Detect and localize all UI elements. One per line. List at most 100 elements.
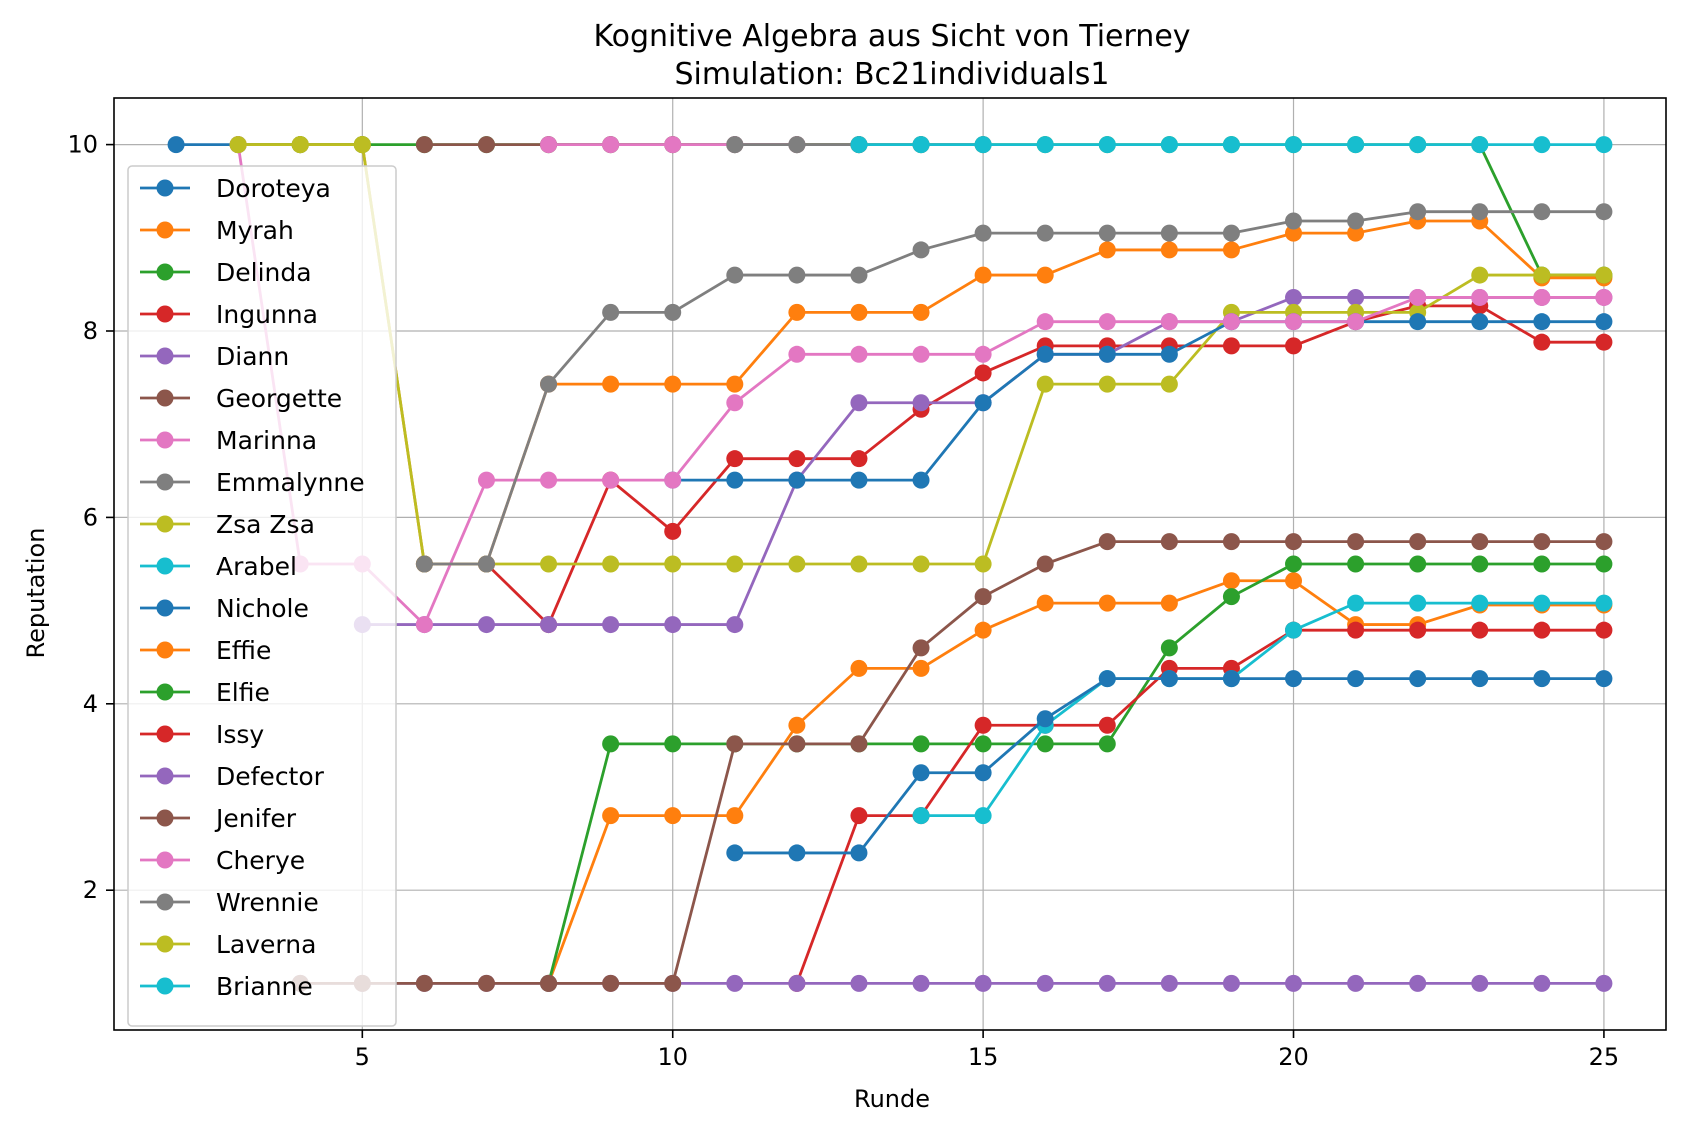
data-point xyxy=(1595,670,1613,688)
legend-swatch-marker xyxy=(156,809,174,827)
data-point xyxy=(1595,288,1613,306)
data-point xyxy=(1471,670,1489,688)
legend-swatch-marker xyxy=(156,347,174,365)
data-point xyxy=(1285,288,1303,306)
legend-item: Ingunna xyxy=(140,300,318,329)
series-wrennie xyxy=(415,203,1613,573)
data-point xyxy=(1595,974,1613,992)
series-line xyxy=(547,579,1604,984)
x-tick-label: 25 xyxy=(1589,1043,1620,1071)
legend-label: Myrah xyxy=(216,216,294,245)
data-point xyxy=(788,303,806,321)
legend-swatch-marker xyxy=(156,431,174,449)
data-point xyxy=(1285,555,1303,573)
data-point xyxy=(1036,345,1054,363)
legend-label: Arabel xyxy=(216,552,297,581)
legend: Doroteya Myrah Delinda Ingunna Diann Georgett… xyxy=(127,165,397,1027)
legend-item: Defector xyxy=(140,762,325,791)
data-point xyxy=(1036,224,1054,242)
data-point xyxy=(788,844,806,862)
data-point xyxy=(291,136,309,154)
legend-item: Cherye xyxy=(140,846,305,875)
data-point xyxy=(664,375,682,393)
chart-title: Kognitive Algebra aus Sicht von Tierney xyxy=(593,19,1190,54)
series-line xyxy=(672,320,1604,482)
data-point xyxy=(1098,533,1116,551)
data-point xyxy=(850,266,868,284)
data-point xyxy=(415,616,433,634)
data-point xyxy=(974,807,992,825)
data-point xyxy=(850,345,868,363)
data-point xyxy=(788,974,806,992)
data-point xyxy=(1533,670,1551,688)
data-point xyxy=(1098,375,1116,393)
legend-label: Laverna xyxy=(216,930,316,959)
legend-item: Brianne xyxy=(140,972,313,1001)
legend-item: Diann xyxy=(140,342,289,371)
legend-label: Marinna xyxy=(216,426,317,455)
legend-item: Nichole xyxy=(140,594,309,623)
data-point xyxy=(1471,555,1489,573)
data-point xyxy=(1098,716,1116,734)
data-point xyxy=(1285,621,1303,639)
data-point xyxy=(726,807,744,825)
data-point xyxy=(1347,533,1365,551)
x-tick-label: 10 xyxy=(657,1043,688,1071)
data-point xyxy=(477,471,495,489)
legend-swatch-marker xyxy=(156,599,174,617)
x-tick-label: 20 xyxy=(1278,1043,1309,1071)
data-point xyxy=(1285,670,1303,688)
series-laverna xyxy=(229,136,371,154)
data-point xyxy=(1533,621,1551,639)
legend-item: Elfie xyxy=(140,678,270,707)
data-point xyxy=(788,471,806,489)
data-point xyxy=(415,555,433,573)
legend-label: Nichole xyxy=(216,594,309,623)
data-point xyxy=(726,616,744,634)
series-line xyxy=(795,628,1604,984)
data-point xyxy=(602,375,620,393)
data-point xyxy=(602,616,620,634)
data-point xyxy=(1160,533,1178,551)
data-point xyxy=(1595,621,1613,639)
legend-item: Myrah xyxy=(140,216,294,245)
data-point xyxy=(726,394,744,412)
series-unnamed-20 xyxy=(726,670,1613,862)
legend-swatch-marker xyxy=(156,389,174,407)
data-point xyxy=(1409,594,1427,612)
data-point xyxy=(912,764,930,782)
legend-item: Emmalynne xyxy=(140,468,365,497)
data-point xyxy=(540,375,558,393)
data-point xyxy=(602,471,620,489)
data-point xyxy=(974,136,992,154)
data-point xyxy=(1160,375,1178,393)
data-point xyxy=(602,974,620,992)
legend-label: Cherye xyxy=(216,846,305,875)
data-point xyxy=(974,266,992,284)
data-point xyxy=(850,394,868,412)
data-point xyxy=(1222,670,1240,688)
data-point xyxy=(1222,241,1240,259)
data-point xyxy=(1036,375,1054,393)
legend-swatch-marker xyxy=(156,221,174,239)
data-point xyxy=(1285,533,1303,551)
y-tick-label: 4 xyxy=(83,690,98,718)
legend-item: Jenifer xyxy=(140,804,297,833)
data-point xyxy=(664,974,682,992)
series-cherye xyxy=(229,136,1613,634)
data-point xyxy=(912,241,930,259)
data-point xyxy=(1347,974,1365,992)
legend-item: Marinna xyxy=(140,426,317,455)
data-point xyxy=(912,735,930,753)
legend-swatch-marker xyxy=(156,557,174,575)
data-point xyxy=(1533,136,1551,154)
data-point xyxy=(1098,345,1116,363)
data-point xyxy=(850,450,868,468)
data-point xyxy=(1222,974,1240,992)
data-point xyxy=(850,844,868,862)
data-point xyxy=(1595,266,1613,284)
legend-item: Issy xyxy=(140,720,264,749)
data-point xyxy=(1222,337,1240,355)
